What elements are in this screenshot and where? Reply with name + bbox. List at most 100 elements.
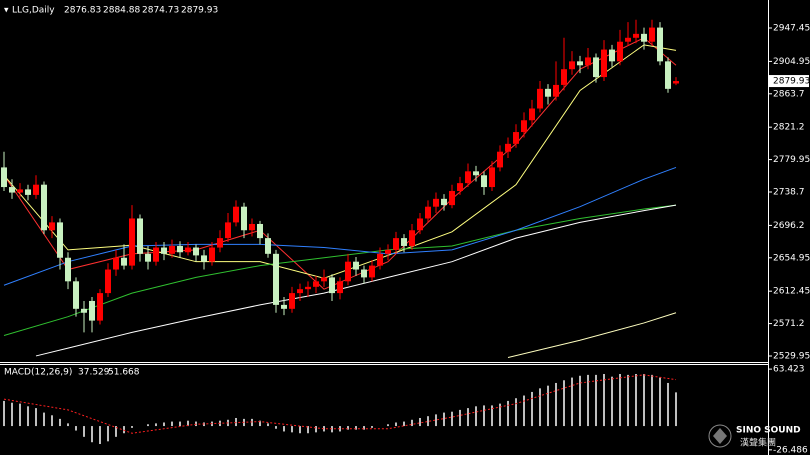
indicator-line (3, 374, 677, 434)
candle-body (113, 257, 119, 270)
candle-body (513, 132, 519, 144)
watermark: SINO SOUND 漢聲集團 (708, 424, 801, 449)
candle-body (217, 238, 223, 248)
candle-body (569, 61, 575, 70)
candle-body (625, 37, 631, 42)
candle-body (129, 218, 135, 266)
candle-body (241, 206, 247, 231)
candle-body (121, 257, 127, 266)
candle-body (265, 238, 271, 254)
candle-body (185, 247, 191, 253)
candle-body (489, 167, 495, 188)
indicator-line (3, 204, 677, 337)
candle-body (441, 198, 447, 206)
candle-body (145, 253, 151, 262)
candle-body (321, 277, 327, 282)
candle-body (465, 171, 471, 184)
candle-body (97, 293, 103, 321)
candle-body (161, 247, 167, 254)
candle-body (33, 184, 39, 195)
candle-body (665, 61, 671, 89)
y-tick-label: -26.486 (773, 445, 808, 455)
candle-body (617, 41, 623, 62)
y-tick-label: 2571.2 (773, 319, 805, 329)
y-tick-label: 2863.7 (773, 89, 805, 99)
candle-body (593, 57, 599, 78)
candle-body (313, 281, 319, 287)
candle-body (361, 269, 367, 278)
candle-body (657, 27, 663, 62)
candle-body (609, 49, 615, 62)
candle-body (537, 88, 543, 109)
candle-body (481, 175, 487, 188)
candle-body (57, 222, 63, 258)
y-tick-label: 2654.95 (773, 253, 810, 263)
candle-body (425, 206, 431, 219)
candle-body (305, 286, 311, 290)
candle-body (345, 261, 351, 282)
candle-body (409, 230, 415, 246)
candle-body (337, 281, 343, 294)
y-tick-label: 2612.45 (773, 287, 810, 297)
candle-body (521, 120, 527, 133)
candle-body (633, 33, 639, 38)
candle-body (201, 255, 207, 262)
candle-body (209, 247, 215, 262)
logo (708, 424, 732, 448)
candle-body (529, 108, 535, 121)
candle-body (393, 238, 399, 250)
candle-body (353, 261, 359, 270)
candle-body (641, 33, 647, 42)
logo (713, 428, 727, 444)
candle-body (153, 247, 159, 262)
indicator-line (35, 204, 677, 357)
brand-cn: 漢聲集團 (740, 437, 776, 449)
candle-body (585, 57, 591, 66)
price-tag-label: 2879.93 (773, 77, 810, 87)
macd-label: MACD(12,26,9) (4, 368, 72, 378)
symbol-icon: ▾ (4, 6, 9, 16)
candle-body (601, 49, 607, 78)
candle-body (1, 167, 7, 188)
signal-value: 51.668 (108, 368, 140, 378)
candle-body (401, 238, 407, 246)
candle-body (41, 184, 47, 231)
candle-body (81, 308, 87, 313)
candle-body (433, 198, 439, 207)
indicator-line (3, 166, 677, 286)
close-value: 2879.93 (181, 6, 218, 16)
y-tick-label: 2696.2 (773, 221, 805, 231)
candle-body (137, 218, 143, 254)
candle-body (9, 187, 15, 193)
y-tick-label: 2529.95 (773, 351, 810, 361)
candle-body (281, 304, 287, 309)
candle-body (385, 249, 391, 254)
candle-body (49, 222, 55, 231)
candle-body (249, 223, 255, 231)
indicator-line (507, 312, 677, 359)
candle-body (233, 206, 239, 223)
candle-body (545, 88, 551, 97)
candle-body (449, 190, 455, 206)
candle-body (177, 245, 183, 253)
candle-body (65, 257, 71, 282)
candle-body (273, 253, 279, 305)
high-value: 2884.88 (103, 6, 140, 16)
candle-body (561, 69, 567, 85)
y-tick-label: 2779.95 (773, 155, 810, 165)
candle-body (17, 189, 23, 193)
chart-title: LLG,Daily (12, 6, 55, 16)
candle-body (297, 289, 303, 294)
y-tick-label: 63.423 (773, 365, 805, 375)
candle-body (457, 183, 463, 191)
candle-body (505, 143, 511, 152)
candle-body (369, 265, 375, 278)
brand: SINO SOUND (736, 426, 801, 436)
candle-body (225, 222, 231, 239)
candle-body (257, 223, 263, 239)
candle-body (73, 281, 79, 309)
candle-body (417, 218, 423, 231)
y-tick-label: 2821.2 (773, 123, 805, 133)
